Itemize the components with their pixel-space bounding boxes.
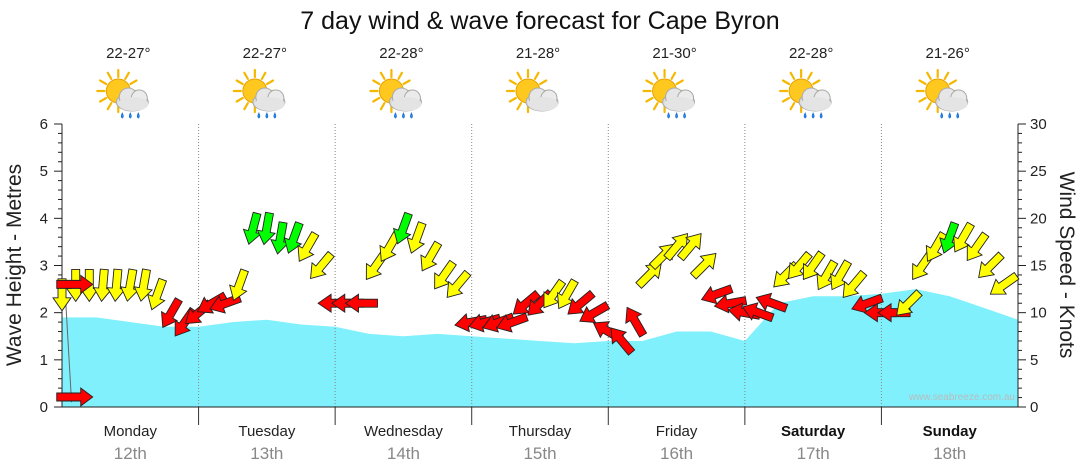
- day-label: Tuesday: [238, 423, 295, 440]
- wind-arrow: [953, 221, 975, 253]
- wind-arrow: [160, 297, 183, 329]
- wind-arrow: [966, 231, 990, 262]
- temperature-range: 21-30°: [652, 45, 696, 62]
- wind-arrow: [344, 293, 378, 314]
- temperature-range: 22-28°: [379, 45, 423, 62]
- partly-cloudy-rain-icon: [779, 68, 832, 119]
- wind-arrow: [802, 250, 826, 281]
- y-tick-right: 0: [1030, 399, 1038, 416]
- wind-arrow: [676, 232, 702, 262]
- wind-arrow: [495, 312, 529, 333]
- wind-arrow: [420, 240, 443, 272]
- y-tick-left: 1: [40, 352, 48, 369]
- wind-arrow: [625, 306, 648, 338]
- day-label: Monday: [104, 423, 158, 440]
- wind-arrow: [392, 211, 413, 245]
- y-tick-right: 15: [1030, 258, 1047, 275]
- date-label: 13th: [250, 444, 283, 463]
- wind-arrow: [755, 292, 789, 313]
- y-tick-right: 20: [1030, 210, 1047, 227]
- day-label: Sunday: [923, 423, 978, 440]
- wind-arrow: [700, 284, 734, 305]
- date-label: 17th: [797, 444, 830, 463]
- day-label: Thursday: [509, 423, 572, 440]
- y-axis-right-label: Wind Speed - Knots: [1055, 172, 1078, 359]
- temperature-range: 22-27°: [243, 45, 287, 62]
- wind-arrow: [52, 278, 72, 312]
- header-layer: 7 day wind & wave forecast for Cape Byro…: [96, 7, 970, 119]
- wind-arrow: [713, 294, 748, 314]
- day-label: Saturday: [781, 423, 846, 440]
- day-label: Wednesday: [364, 423, 443, 440]
- grid-layer: [198, 124, 882, 425]
- y-tick-right: 5: [1030, 352, 1038, 369]
- wind-arrow: [610, 327, 636, 356]
- wind-arrow: [567, 289, 596, 315]
- wave-height-area: [62, 289, 1018, 407]
- wind-arrow: [896, 289, 923, 316]
- day-label: Friday: [656, 423, 698, 440]
- y-tick-right: 10: [1030, 305, 1047, 322]
- partly-cloudy-rain-icon: [232, 68, 286, 119]
- partly-cloudy-rain-icon: [642, 68, 696, 119]
- wind-arrow: [92, 268, 113, 303]
- partly-cloudy-rain-icon: [369, 68, 422, 119]
- y-tick-right: 30: [1030, 116, 1047, 133]
- date-label: 14th: [387, 444, 420, 463]
- wind-arrow: [106, 268, 127, 303]
- y-tick-left: 0: [40, 399, 48, 416]
- temperature-range: 21-28°: [516, 45, 560, 62]
- wind-arrow: [689, 252, 717, 280]
- y-tick-left: 3: [40, 258, 48, 275]
- y-tick-left: 6: [40, 116, 48, 133]
- wind-arrow: [310, 250, 335, 280]
- wind-marker-arrow: [56, 274, 94, 295]
- date-label: 18th: [933, 444, 966, 463]
- partly-cloudy-rain-icon: [96, 68, 149, 119]
- date-label: 16th: [660, 444, 693, 463]
- y-tick-left: 5: [40, 163, 48, 180]
- wind-arrow: [989, 271, 1020, 295]
- wind-arrow: [406, 221, 427, 254]
- partly-cloudy-icon: [505, 68, 559, 114]
- temperature-range: 21-26°: [926, 45, 970, 62]
- chart-title: 7 day wind & wave forecast for Cape Byro…: [300, 7, 779, 35]
- y-axis-left-label: Wave Height - Metres: [3, 164, 26, 366]
- wind-arrow: [842, 269, 868, 299]
- wind-arrow: [579, 301, 611, 324]
- date-label: 12th: [114, 444, 147, 463]
- date-label: 15th: [523, 444, 556, 463]
- temperature-range: 22-28°: [789, 45, 833, 62]
- axes-layer: 0 1 2 3 4 5 6 0 5 10 15 20 25 30 Monday 12th Tuesday 13th…: [40, 116, 1047, 463]
- wind-arrow: [741, 302, 775, 323]
- partly-cloudy-rain-icon: [915, 68, 969, 119]
- wind-arrow: [229, 268, 249, 302]
- wind-arrows-layer: [52, 211, 1020, 407]
- watermark: www.seabreeze.com.au: [908, 392, 1015, 403]
- y-tick-left: 4: [40, 210, 48, 227]
- wind-arrow: [133, 268, 153, 302]
- wind-arrow: [147, 277, 168, 311]
- y-tick-left: 2: [40, 305, 48, 322]
- wind-arrow: [256, 211, 276, 246]
- wind-arrow: [297, 230, 320, 263]
- y-tick-right: 25: [1030, 163, 1047, 180]
- wind-arrow: [446, 269, 472, 299]
- temperature-range: 22-27°: [106, 45, 150, 62]
- wave-height-area-layer: [62, 289, 1018, 407]
- wind-arrow: [978, 251, 1005, 279]
- wind-marker-arrow: [56, 387, 94, 407]
